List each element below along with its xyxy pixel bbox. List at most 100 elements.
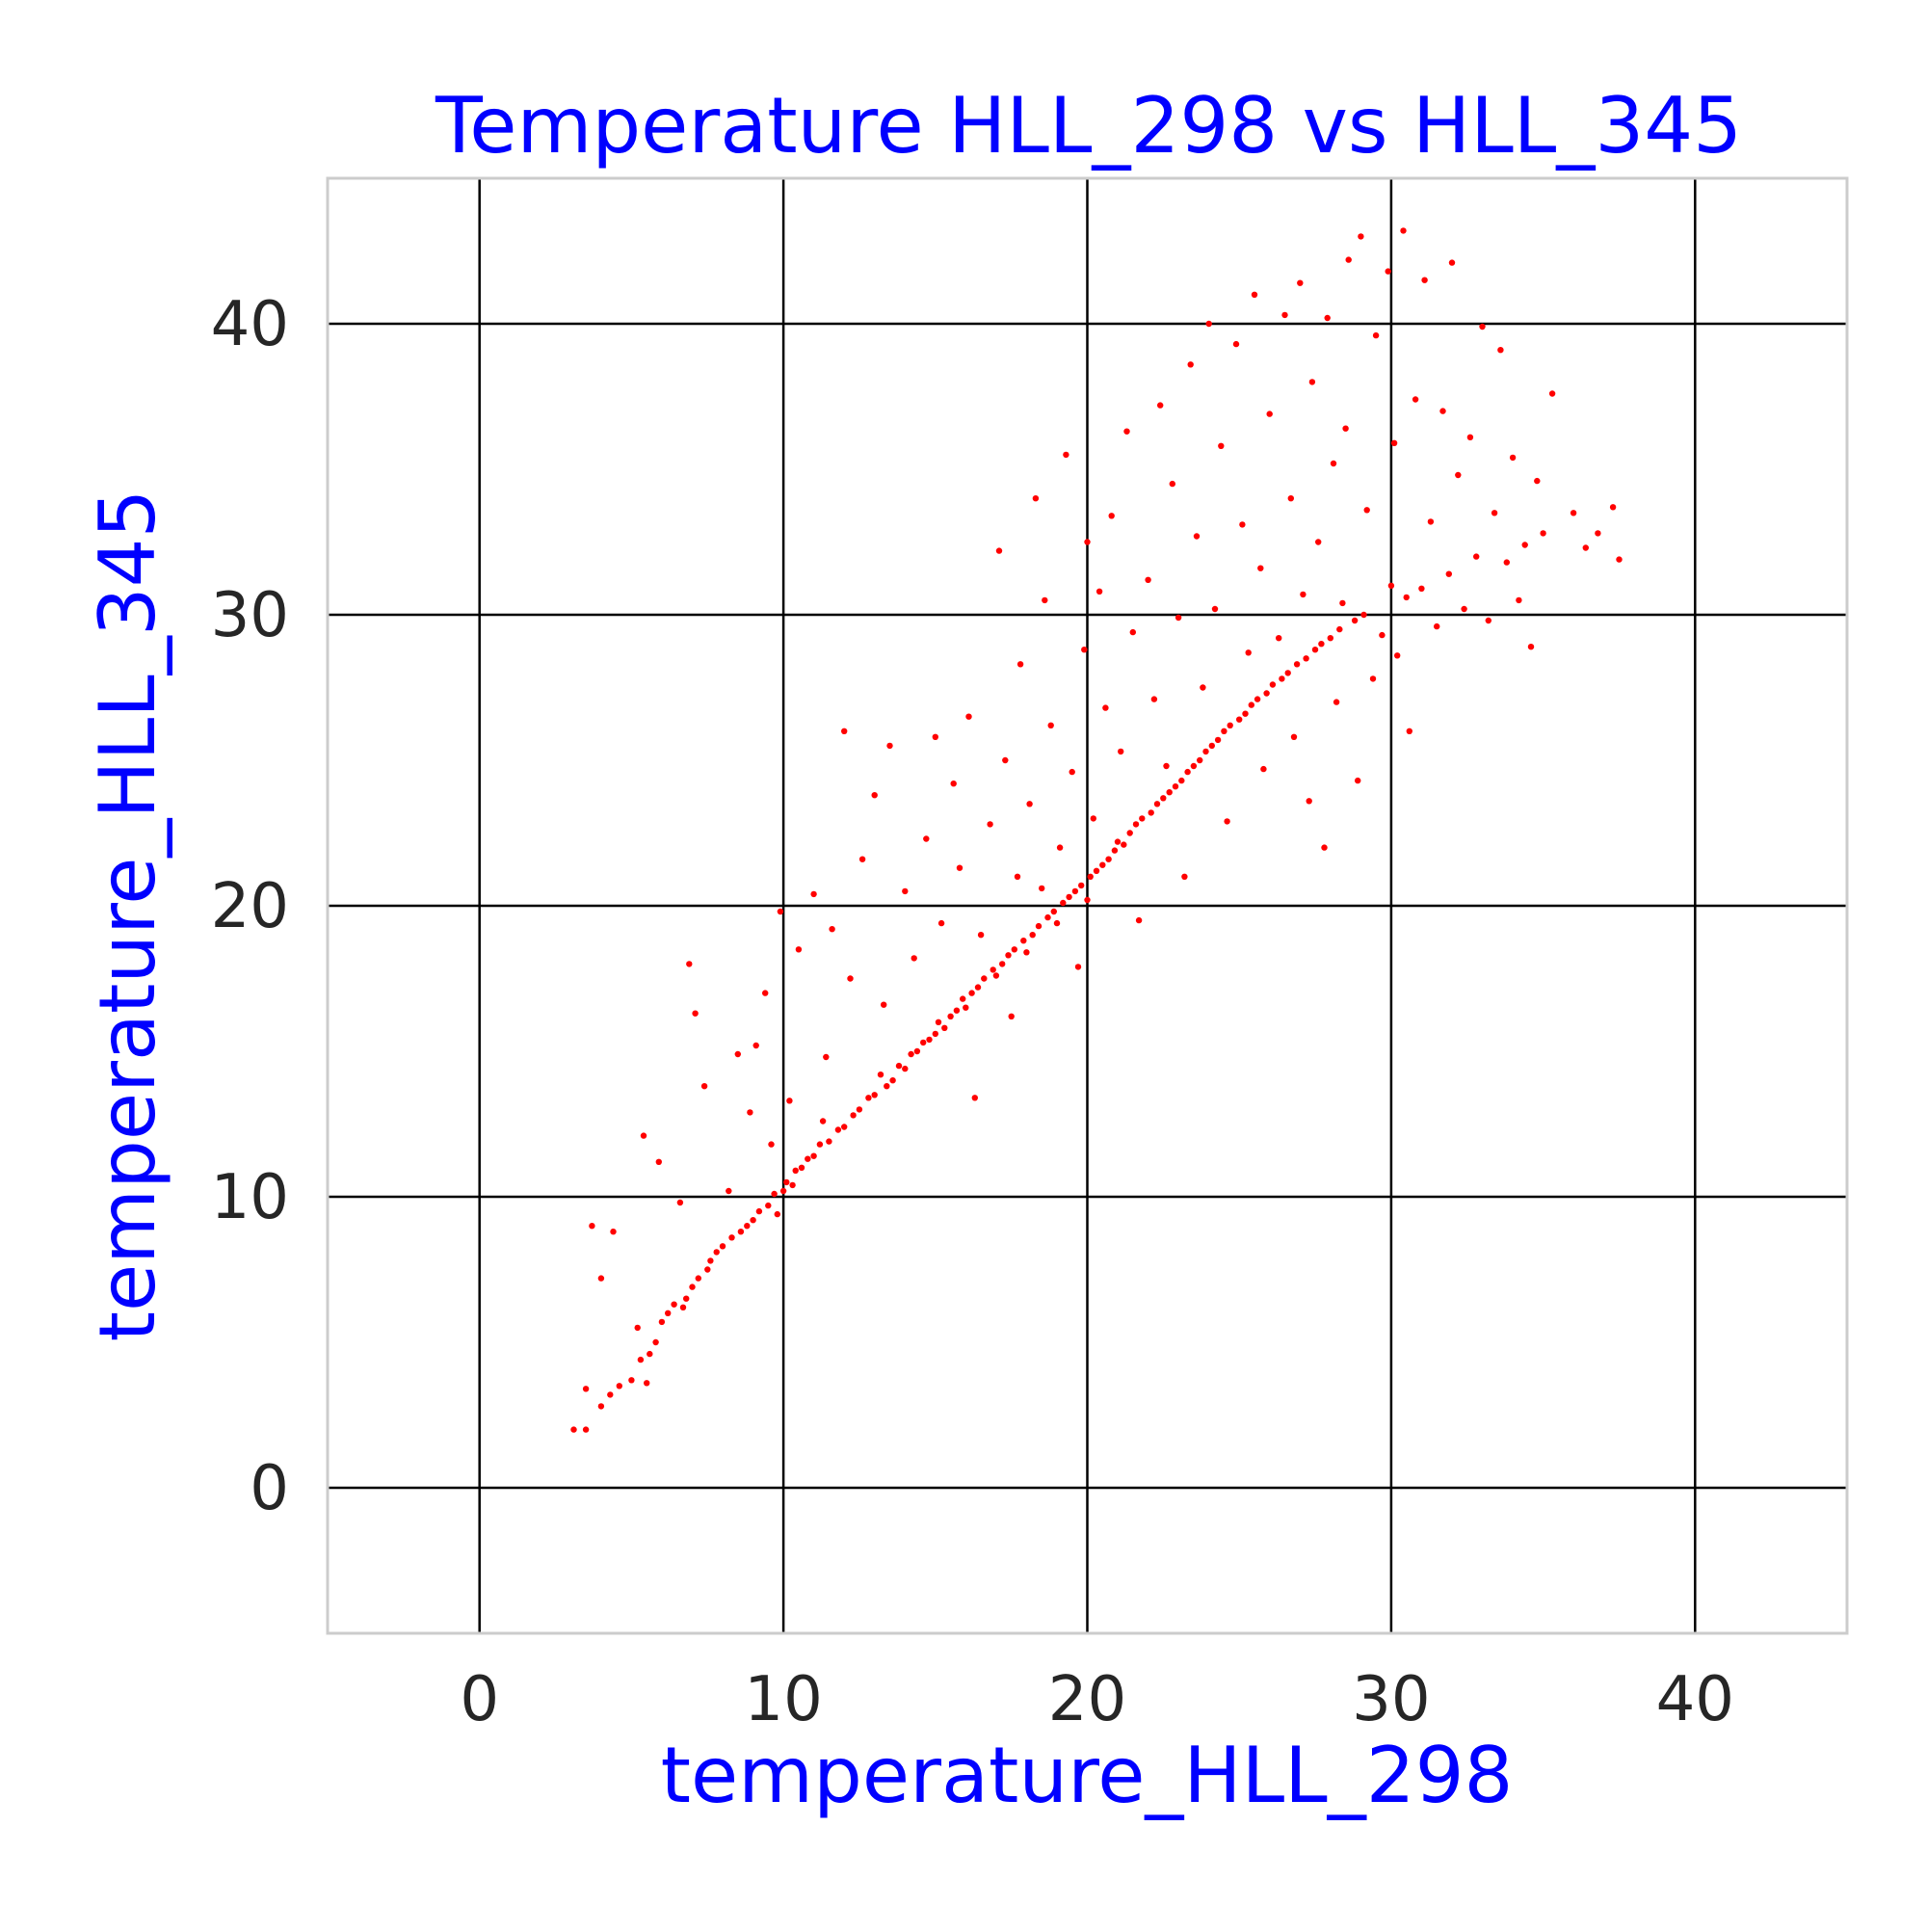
scatter-point xyxy=(1163,762,1170,770)
scatter-point xyxy=(1355,777,1361,784)
scatter-point xyxy=(1306,798,1312,805)
scatter-point xyxy=(829,926,835,933)
x-tick-label: 20 xyxy=(1048,1664,1126,1735)
scatter-point xyxy=(977,932,985,939)
scatter-point xyxy=(923,835,930,842)
scatter-point xyxy=(1521,542,1528,548)
scatter-point xyxy=(987,821,993,828)
scatter-point xyxy=(789,1181,796,1189)
scatter-point xyxy=(995,547,1003,554)
scatter-point xyxy=(1570,510,1577,516)
scatter-point xyxy=(1087,873,1094,880)
scatter-point xyxy=(1014,873,1021,880)
scatter-point xyxy=(953,1007,961,1014)
scatter-point xyxy=(1254,696,1261,702)
scatter-point xyxy=(1166,789,1173,796)
scatter-point xyxy=(1609,504,1617,511)
scatter-point xyxy=(1121,841,1127,848)
scatter-point xyxy=(1400,227,1407,234)
scatter-point xyxy=(1327,635,1334,642)
scatter-point xyxy=(1390,439,1398,446)
scatter-point xyxy=(1102,704,1109,711)
scatter-point xyxy=(779,1187,787,1195)
scatter-point xyxy=(695,1275,701,1282)
scatter-point xyxy=(865,1095,872,1101)
scatter-point xyxy=(1387,582,1395,589)
scatter-point xyxy=(908,1050,914,1058)
chart-title: Temperature HLL_298 vs HLL_345 xyxy=(435,81,1742,171)
scatter-point xyxy=(819,1118,827,1125)
scatter-point xyxy=(1175,614,1182,622)
scatter-point xyxy=(1184,768,1191,776)
scatter-point xyxy=(689,1284,696,1290)
scatter-point xyxy=(911,955,917,962)
scatter-point xyxy=(1336,625,1343,633)
scatter-point xyxy=(1205,320,1212,328)
scatter-point xyxy=(1281,311,1288,319)
scatter-point xyxy=(1060,899,1067,907)
scatter-point xyxy=(1497,347,1504,354)
scatter-point xyxy=(597,1403,605,1410)
scatter-point xyxy=(798,1164,805,1172)
scatter-point xyxy=(679,1304,687,1311)
scatter-point xyxy=(1385,268,1391,275)
scatter-point xyxy=(652,1338,659,1346)
scatter-point xyxy=(1412,396,1419,403)
scatter-point xyxy=(1315,539,1322,545)
scatter-point xyxy=(1403,594,1410,601)
scatter-point xyxy=(755,1207,763,1215)
scatter-point xyxy=(1084,539,1091,545)
scatter-point xyxy=(1105,856,1112,862)
scatter-point xyxy=(786,1098,793,1104)
scatter-point xyxy=(968,990,975,996)
scatter-point xyxy=(1540,530,1546,537)
scatter-point xyxy=(1181,873,1188,880)
y-tick-label: 20 xyxy=(211,871,289,942)
scatter-point xyxy=(1266,410,1273,417)
scatter-point xyxy=(1455,471,1462,479)
scatter-point xyxy=(1224,818,1230,825)
scatter-point xyxy=(783,1178,790,1186)
scatter-point xyxy=(1503,559,1511,566)
scatter-point xyxy=(1114,838,1122,845)
scatter-point xyxy=(713,1249,720,1256)
scatter-point xyxy=(1372,331,1380,339)
scatter-point xyxy=(1527,644,1535,650)
scatter-point xyxy=(1047,722,1054,728)
y-tick-label: 40 xyxy=(211,289,289,360)
scatter-point xyxy=(726,1187,732,1195)
scatter-point xyxy=(1448,259,1456,266)
scatter-point xyxy=(920,1039,927,1046)
scatter-point xyxy=(950,781,957,787)
scatter-point xyxy=(1345,256,1352,263)
scatter-point xyxy=(1297,279,1304,286)
scatter-point xyxy=(960,995,966,1002)
scatter-point xyxy=(1023,949,1030,956)
scatter-point xyxy=(1324,314,1331,322)
scatter-point xyxy=(1595,530,1601,537)
scatter-point xyxy=(1193,533,1201,540)
scatter-point xyxy=(1032,495,1040,502)
scatter-point xyxy=(700,1083,708,1090)
scatter-point xyxy=(1321,844,1328,851)
scatter-point xyxy=(1016,661,1024,668)
scatter-point xyxy=(1360,611,1367,619)
scatter-point xyxy=(1160,795,1167,802)
scatter-point xyxy=(841,1124,848,1130)
scatter-point xyxy=(1287,495,1295,502)
scatter-point xyxy=(744,1223,751,1230)
scatter-point xyxy=(1351,617,1359,624)
scatter-point xyxy=(1434,622,1440,630)
scatter-point xyxy=(1616,556,1623,563)
scatter-point xyxy=(826,1138,832,1145)
scatter-point xyxy=(1218,442,1225,449)
scatter-point xyxy=(1150,696,1158,702)
scatter-point xyxy=(1042,596,1048,604)
scatter-point xyxy=(1118,748,1124,755)
scatter-point xyxy=(971,1095,978,1101)
scatter-point xyxy=(774,1210,780,1218)
scatter-point xyxy=(941,1024,948,1032)
scatter-point xyxy=(847,975,854,982)
scatter-point xyxy=(1056,844,1064,851)
